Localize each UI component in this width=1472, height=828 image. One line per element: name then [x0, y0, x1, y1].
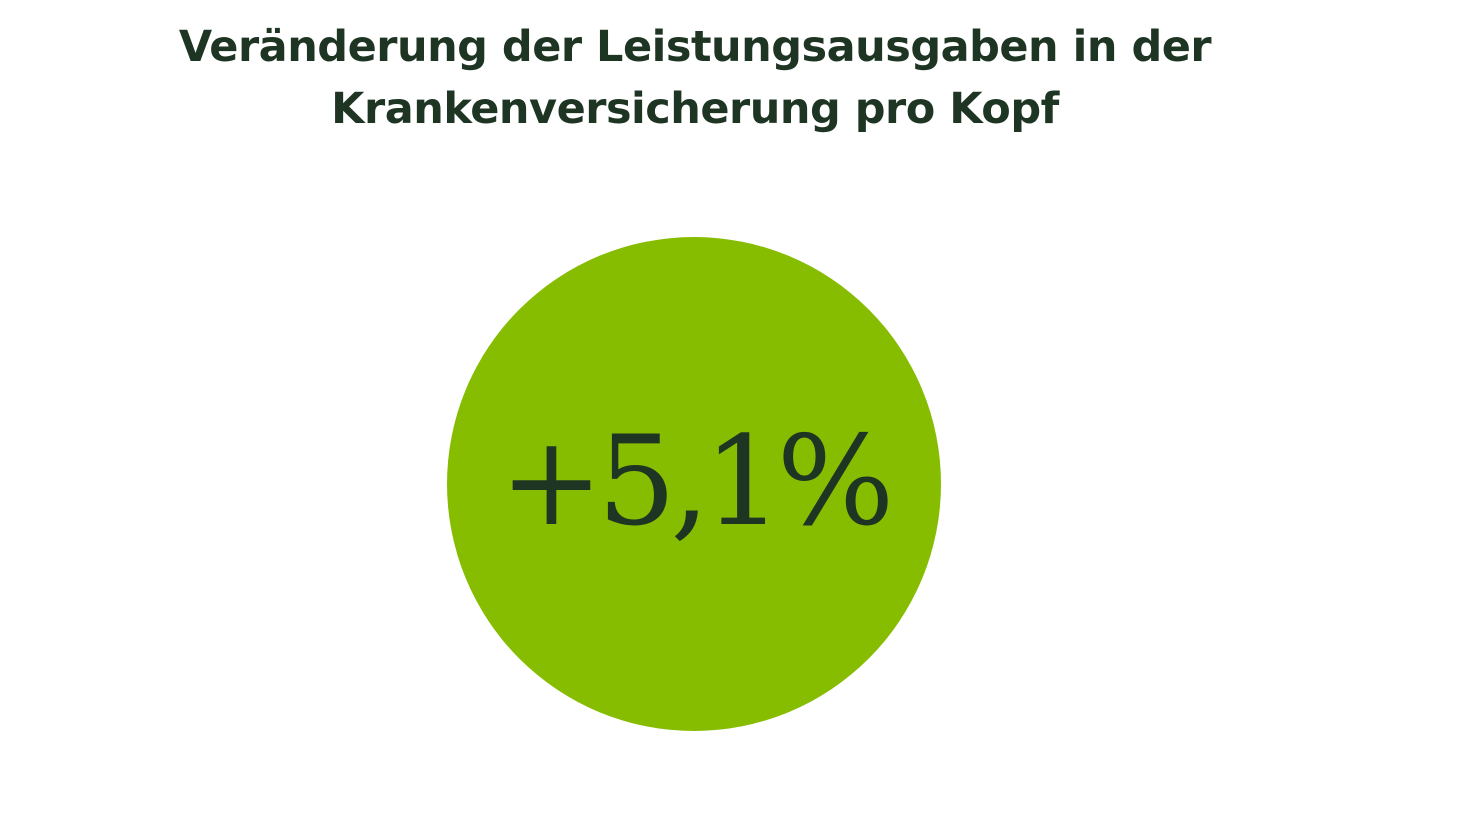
page-title-line-1: Veränderung der Leistungsausgaben in der	[178, 22, 1212, 72]
highlight-circle: +5,1%	[447, 237, 941, 731]
page-title-line-2: Krankenversicherung pro Kopf	[331, 84, 1059, 134]
page-title: Veränderung der Leistungsausgaben in der…	[0, 16, 1390, 140]
percent-change-value: +5,1%	[499, 410, 895, 554]
